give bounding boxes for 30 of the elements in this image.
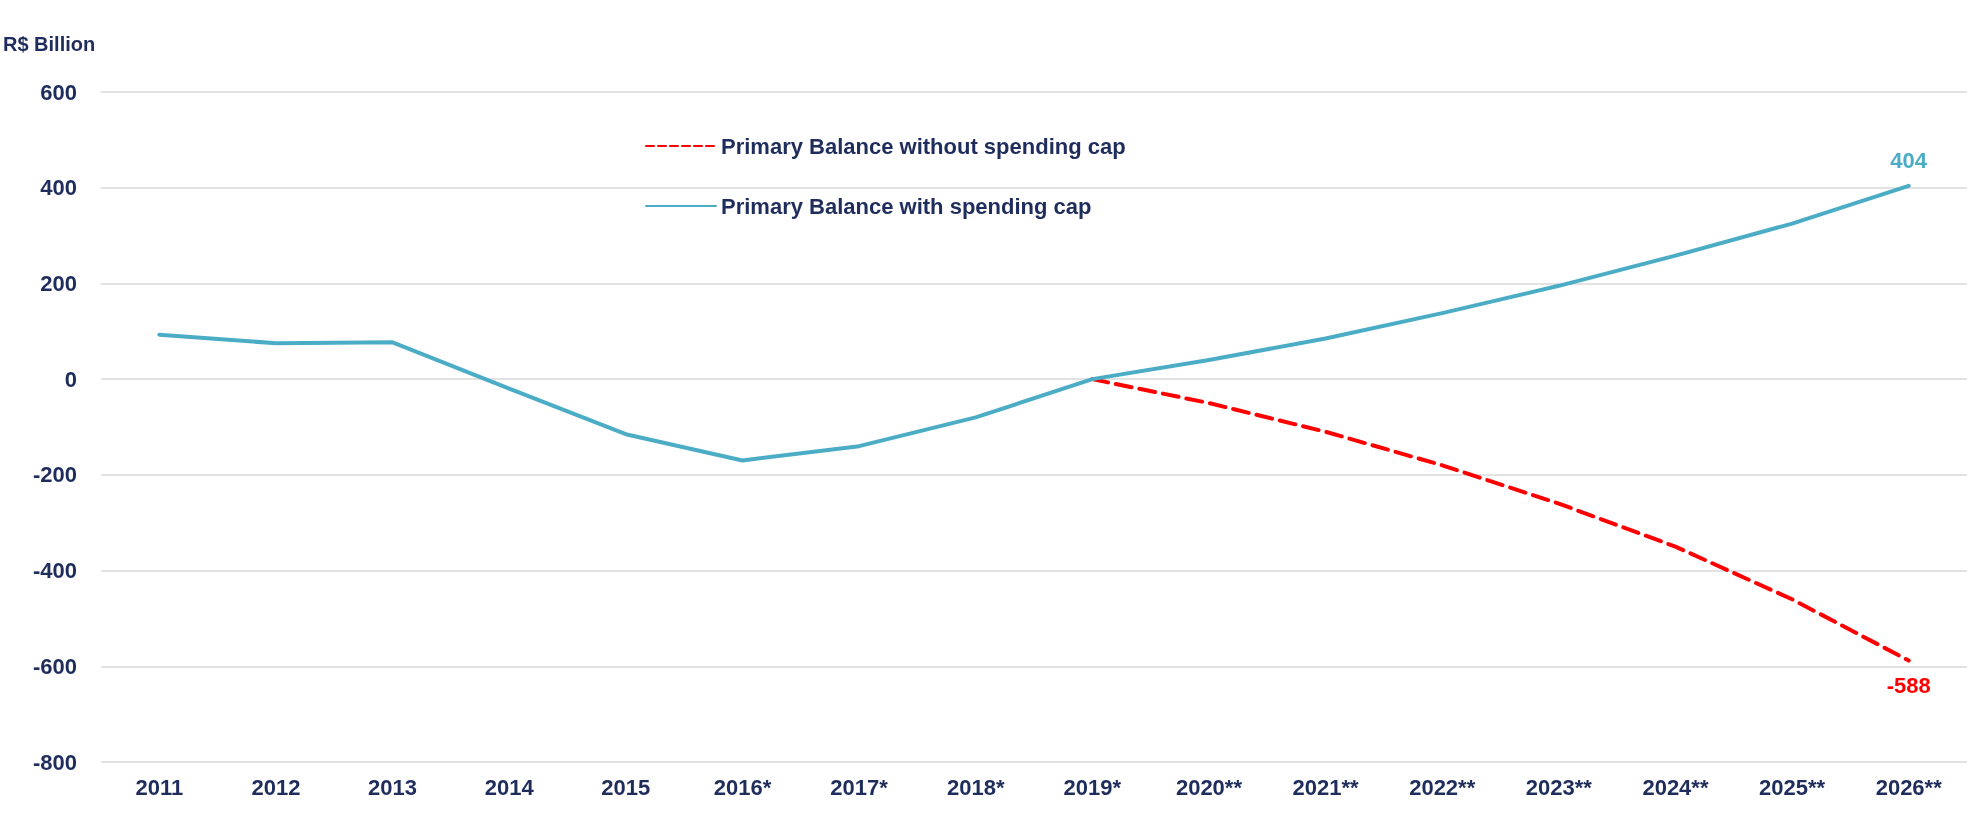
y-tick-label: -200 bbox=[32, 462, 77, 488]
x-tick-label: 2025** bbox=[1759, 774, 1826, 800]
x-tick-label: 2019* bbox=[1063, 774, 1122, 800]
y-tick-label: 200 bbox=[40, 270, 77, 296]
x-tick-label: 2015 bbox=[601, 774, 651, 800]
x-tick-label: 2021** bbox=[1292, 774, 1360, 800]
y-tick-label: 400 bbox=[40, 175, 77, 201]
x-tick-label: 2017* bbox=[830, 774, 889, 800]
x-tick-label: 2022** bbox=[1409, 774, 1476, 800]
y-tick-label: -400 bbox=[32, 558, 77, 584]
x-tick-label: 2014 bbox=[484, 774, 535, 800]
data-label: -588 bbox=[1886, 673, 1931, 699]
x-tick-label: 2013 bbox=[368, 774, 418, 800]
x-tick-label: 2026** bbox=[1875, 774, 1943, 800]
x-tick-label: 2012 bbox=[251, 774, 301, 800]
x-tick-label: 2023** bbox=[1525, 774, 1593, 800]
x-tick-label: 2018* bbox=[946, 774, 1005, 800]
y-axis-title: R$ Billion bbox=[3, 33, 96, 55]
y-tick-label: -600 bbox=[32, 653, 77, 679]
y-tick-label: 600 bbox=[40, 79, 77, 105]
line-series bbox=[157, 183, 1911, 463]
legend-label: Primary Balance without spending cap bbox=[721, 133, 1126, 159]
y-tick-label: -800 bbox=[32, 749, 77, 775]
data-label: 404 bbox=[1890, 148, 1928, 174]
y-tick-label: 0 bbox=[64, 366, 77, 392]
legend-label: Primary Balance with spending cap bbox=[721, 193, 1092, 219]
x-tick-label: 2016* bbox=[713, 774, 772, 800]
x-tick-label: 2011 bbox=[135, 774, 184, 800]
x-tick-label: 2024** bbox=[1642, 774, 1709, 800]
x-tick-label: 2020** bbox=[1175, 774, 1243, 800]
